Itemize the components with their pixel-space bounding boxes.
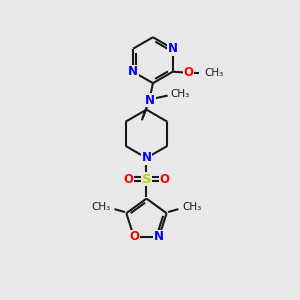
Text: O: O: [183, 66, 193, 79]
Text: N: N: [154, 230, 164, 243]
Text: CH₃: CH₃: [182, 202, 202, 212]
Text: O: O: [160, 172, 170, 186]
Text: N: N: [168, 42, 178, 55]
Text: O: O: [129, 230, 139, 243]
Text: CH₃: CH₃: [91, 202, 110, 212]
Text: N: N: [145, 94, 155, 107]
Text: N: N: [142, 152, 152, 164]
Text: O: O: [123, 172, 133, 186]
Text: S: S: [142, 172, 151, 186]
Text: CH₃: CH₃: [204, 68, 223, 78]
Text: CH₃: CH₃: [171, 89, 190, 99]
Text: N: N: [128, 65, 138, 78]
